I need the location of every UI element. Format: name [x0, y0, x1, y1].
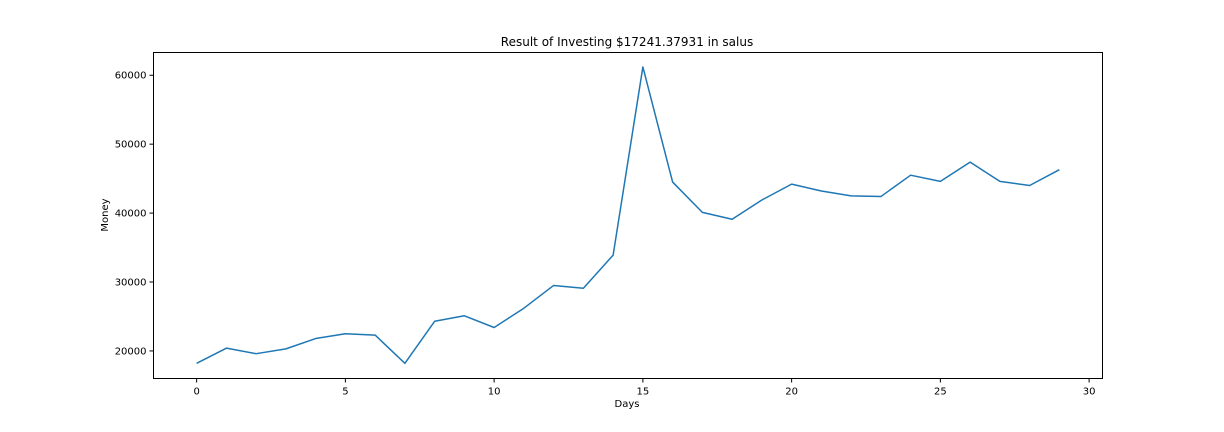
x-axis-ticks: 0 5 10 15 20 25 30: [193, 378, 1096, 398]
x-axis-label: Days: [615, 399, 640, 410]
x-tick-label: 20: [785, 387, 798, 398]
y-axis-ticks: 20000 30000 40000 50000 60000: [115, 71, 154, 357]
chart-title: Result of Investing $17241.37931 in salu…: [501, 35, 753, 49]
x-tick-label: 5: [342, 387, 348, 398]
y-tick-label: 40000: [115, 209, 147, 220]
x-tick-label: 0: [193, 387, 199, 398]
y-tick-label: 20000: [115, 346, 147, 357]
x-tick-label: 10: [488, 387, 501, 398]
x-tick-label: 15: [637, 387, 650, 398]
y-tick-label: 30000: [115, 278, 147, 289]
y-axis-label: Money: [100, 198, 111, 231]
series-line: [196, 66, 1060, 365]
x-tick-label: 30: [1083, 387, 1096, 398]
y-tick-label: 50000: [115, 140, 147, 151]
x-tick-label: 25: [934, 387, 947, 398]
plot-area: [153, 52, 1103, 379]
y-tick-label: 60000: [115, 71, 147, 82]
